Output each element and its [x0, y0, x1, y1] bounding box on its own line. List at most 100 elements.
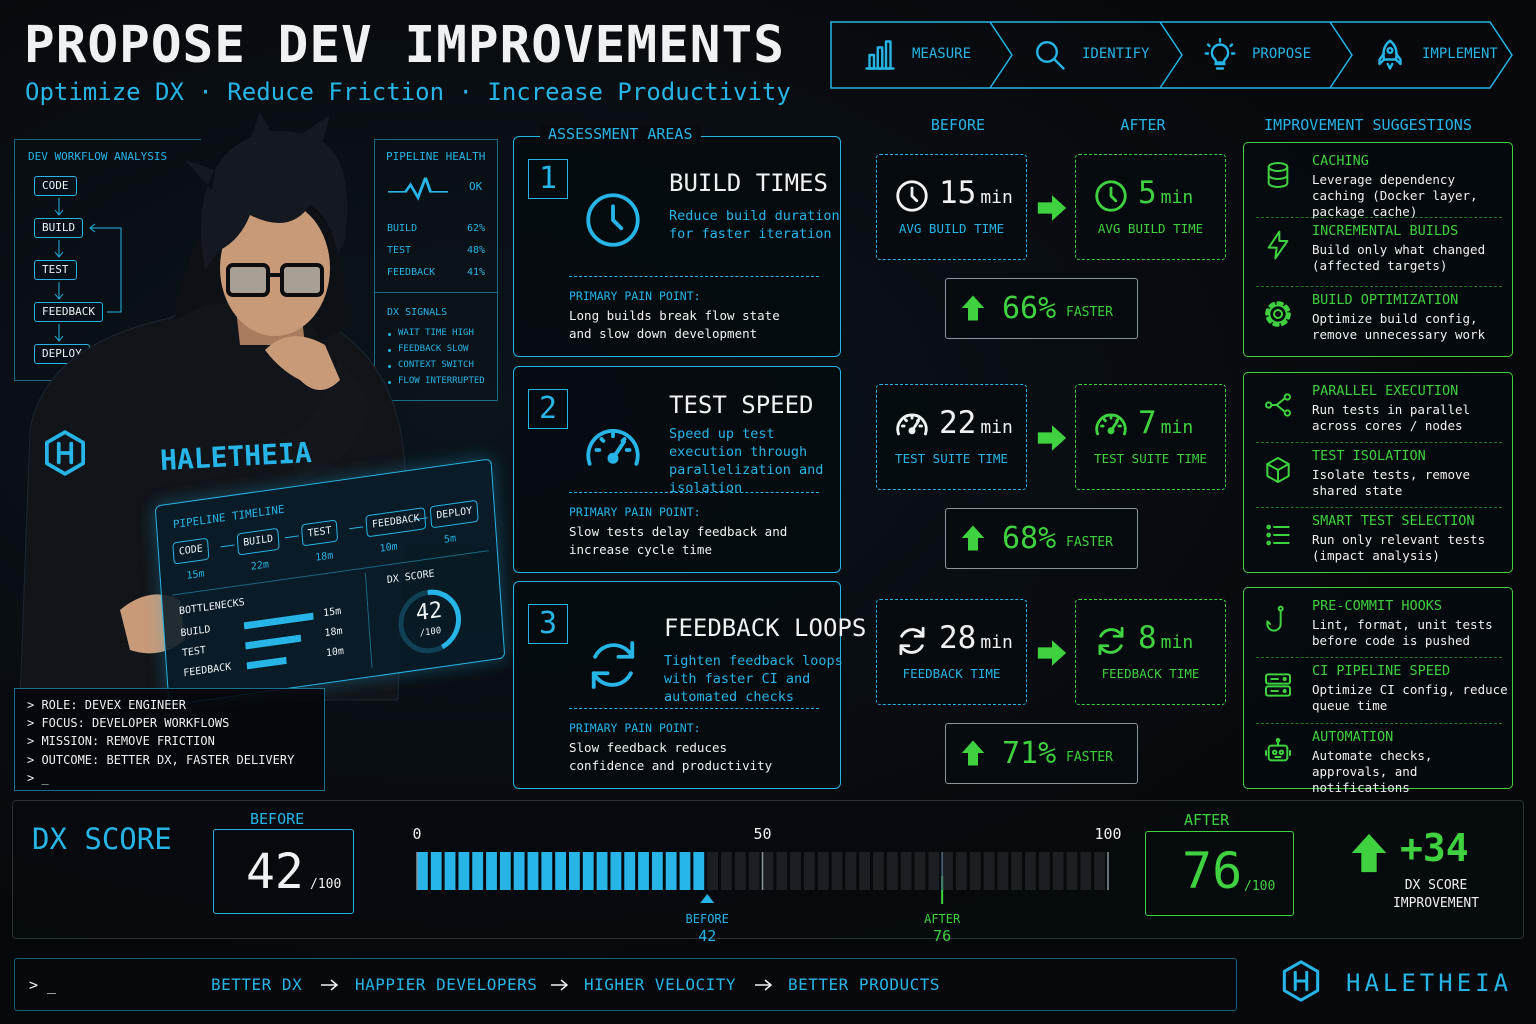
icon-bulb: [1204, 38, 1236, 70]
bar-segment-filled: [527, 852, 539, 890]
after-value-row: 8 min: [1138, 620, 1193, 656]
decor: [961, 295, 985, 321]
icon-gauge: [1095, 413, 1127, 436]
column-header: IMPROVEMENT SUGGESTIONS: [1264, 116, 1472, 134]
console-line: > ROLE: DEVEX ENGINEER: [27, 698, 186, 712]
flow-arrowhead: [54, 293, 64, 300]
after-marker-label: AFTER: [924, 912, 961, 926]
gain-label: FASTER: [1066, 750, 1113, 765]
after-unit: min: [1160, 187, 1194, 208]
area-description: Tighten feedback loops with faster CI an…: [664, 653, 843, 705]
bar-segment-filled: [555, 852, 567, 890]
after-unit: min: [1160, 417, 1194, 438]
after-value: 7: [1138, 405, 1157, 441]
decor: [1265, 301, 1291, 328]
decor: [1283, 409, 1291, 417]
signals-title: DX SIGNALS: [387, 307, 448, 318]
decor: [1293, 970, 1309, 992]
bar-segment: [955, 852, 967, 890]
decor: [586, 429, 640, 466]
steps-outline: [830, 21, 1513, 89]
suggestion-title: CACHING: [1312, 153, 1369, 169]
decor: [1273, 526, 1290, 544]
glasses-right: [280, 263, 324, 297]
signal-item: CONTEXT SWITCH: [398, 360, 474, 370]
decor: [1266, 532, 1271, 538]
suggestion-title: SMART TEST SELECTION: [1312, 513, 1475, 529]
console-line: > _: [27, 770, 49, 785]
gain-value: 68%: [1002, 521, 1057, 556]
decor: [1351, 833, 1387, 873]
before-box: 28 min FEEDBACK TIME: [876, 599, 1027, 705]
dx-after-label: AFTER: [1176, 811, 1238, 829]
suggestion-title: PRE-COMMIT HOOKS: [1312, 598, 1443, 614]
icon-branch: [1265, 393, 1291, 417]
signal-item: FLOW INTERRUPTED: [398, 376, 485, 386]
icon-search: [1036, 41, 1065, 70]
loop-arrow: [91, 227, 122, 313]
icon-hex: [45, 430, 85, 476]
pain-text: Slow tests delay feedback and increase c…: [569, 524, 788, 557]
icon-rocket: [1378, 39, 1402, 70]
bar-segment: [845, 852, 857, 890]
suggestion-divider: [1256, 507, 1502, 508]
bar-segment-filled: [596, 852, 608, 890]
decor: [1100, 415, 1122, 428]
dx-before-value: 42: [246, 844, 304, 900]
step-chevron: [989, 21, 1013, 89]
pulse-line: [388, 177, 448, 201]
decor: [1268, 304, 1288, 324]
tablet-divider: [171, 550, 489, 596]
loop-arrowhead: [89, 223, 96, 233]
before-value-row: 22 min: [939, 405, 1013, 441]
bar-segment-filled: [499, 852, 511, 890]
step-chevron: [1329, 21, 1353, 89]
decor: [1265, 685, 1291, 697]
bar-segment-filled: [472, 852, 484, 890]
decor: [1267, 230, 1289, 259]
health-status: OK: [469, 180, 483, 193]
footer-flow-item: BETTER PRODUCTS: [788, 975, 940, 994]
column-header: AFTER: [1120, 116, 1166, 134]
after-box: 5 min AVG BUILD TIME: [1075, 154, 1226, 260]
footer-flow-item: HAPPIER DEVELOPERS: [355, 975, 538, 994]
decor: [1037, 425, 1067, 451]
decor: [1266, 540, 1271, 546]
decor: [1266, 609, 1282, 632]
decor: [899, 626, 925, 656]
suggestion-title: PARALLEL EXECUTION: [1312, 383, 1459, 399]
bar-segment: [859, 852, 871, 890]
icon-cycle: [899, 626, 925, 656]
before-label: TEST SUITE TIME: [895, 451, 1008, 466]
decor: [591, 641, 635, 689]
step-label: MEASURE: [912, 46, 972, 62]
decor: [586, 193, 640, 247]
console-line: > FOCUS: DEVELOPER WORKFLOWS: [27, 716, 230, 731]
decor: [1098, 626, 1124, 656]
area-title: BUILD TIMES: [669, 169, 828, 197]
dx-before-label: BEFORE: [242, 810, 313, 828]
bar-segment: [790, 852, 801, 890]
decor: [1283, 393, 1291, 401]
icon-gauge: [586, 429, 640, 466]
area-title: FEEDBACK LOOPS: [664, 614, 867, 642]
decor: [1275, 737, 1281, 743]
decor: [896, 413, 928, 436]
before-value-row: 28 min: [939, 620, 1013, 656]
decor: [1037, 425, 1067, 451]
pain-label: PRIMARY PAIN POINT:: [569, 289, 701, 303]
after-unit: min: [1160, 632, 1194, 653]
bar-segment-filled: [679, 852, 691, 890]
after-value-row: 7 min: [1138, 405, 1193, 441]
bar-segment: [707, 852, 719, 890]
suggestion-divider: [1256, 286, 1502, 288]
decor: [1282, 960, 1320, 1002]
assessment-panel: 3 FEEDBACK LOOPS Tighten feedback loops wi…: [513, 581, 866, 789]
scale-tick-label: 0: [412, 825, 422, 843]
icon-cycle: [1098, 626, 1124, 656]
arrow-shape: [321, 979, 339, 991]
decor: [961, 525, 985, 551]
bar-segment-filled: [444, 852, 456, 890]
timeline-arrow: [220, 544, 235, 548]
dx-before-box: 42/100: [213, 829, 354, 914]
